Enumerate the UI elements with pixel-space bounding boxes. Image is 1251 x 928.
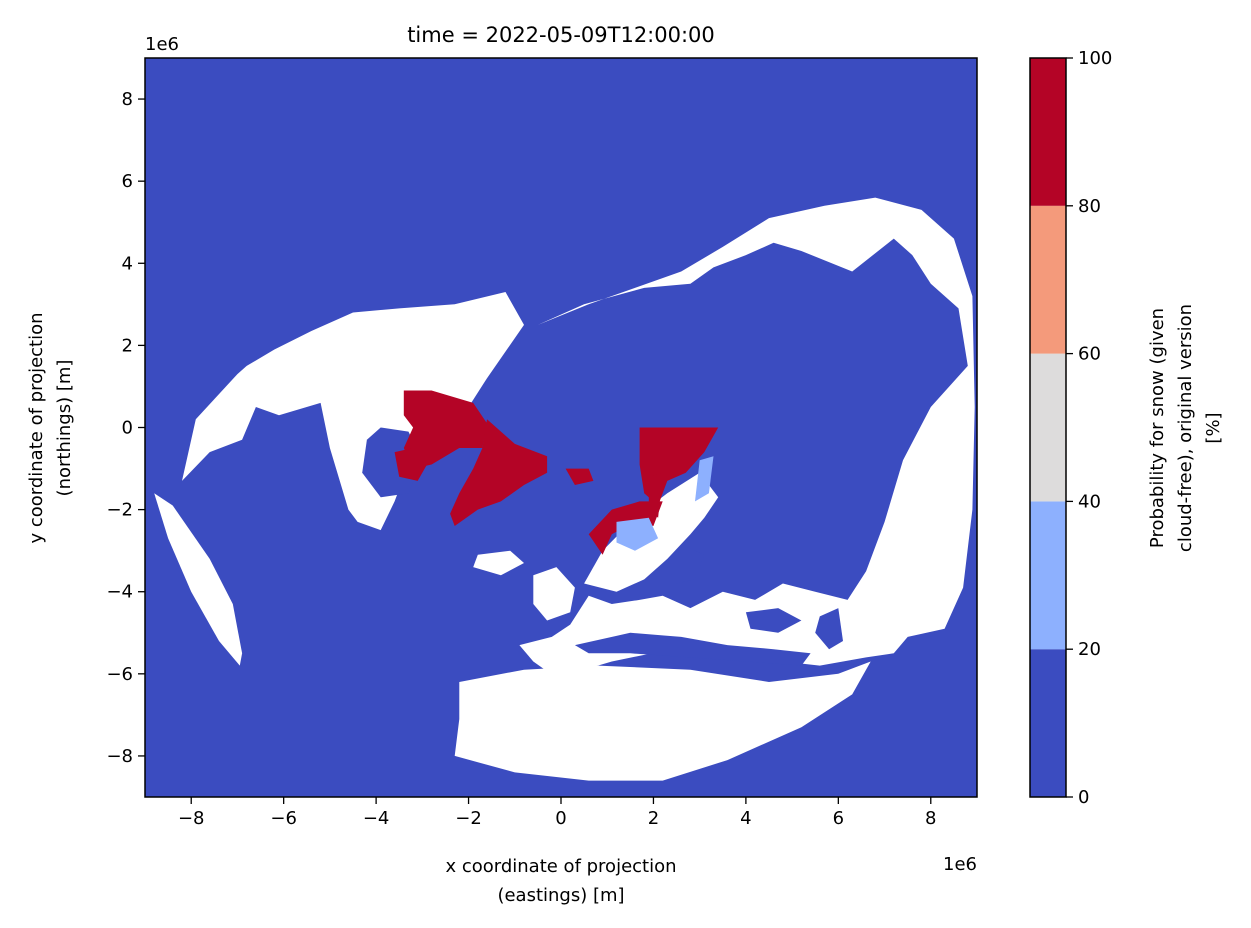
region-north-america	[182, 292, 524, 531]
y-offset-text: 1e6	[145, 34, 179, 55]
x-tick-label: −8	[178, 808, 205, 829]
region-black-sea	[745, 608, 802, 633]
colorbar-label-line2: cloud-free), original version	[1175, 304, 1196, 552]
region-northern-scandinavia	[588, 501, 663, 555]
y-axis-label-line2: (northings) [m]	[54, 360, 75, 497]
region-british-isles	[533, 567, 575, 621]
x-tick-label: −6	[270, 808, 297, 829]
colorbar-bin	[1030, 353, 1066, 502]
region-caspian-sea	[815, 608, 843, 650]
x-tick-label: 8	[925, 808, 936, 829]
region-eurasia	[519, 197, 975, 678]
region-kola-patches	[616, 517, 659, 551]
plot-area	[145, 58, 977, 797]
x-tick-label: −4	[363, 808, 390, 829]
x-offset-text: 1e6	[943, 854, 977, 875]
y-tick-label: −4	[106, 582, 133, 603]
y-tick-label: −2	[106, 500, 133, 521]
colorbar-tick-label: 0	[1078, 787, 1089, 808]
colorbar	[1030, 58, 1066, 797]
region-baffin-island	[394, 448, 427, 481]
x-tick-label: 2	[648, 808, 659, 829]
x-tick-label: 6	[833, 808, 844, 829]
colorbar-bin	[1030, 649, 1066, 797]
colorbar-bin	[1030, 205, 1066, 354]
colorbar-bin	[1030, 501, 1066, 650]
colorbar-label-line1: Probability for snow (given	[1147, 308, 1168, 548]
chart-title: time = 2022-05-09T12:00:00	[407, 23, 715, 47]
region-canadian-arctic-islands	[403, 390, 487, 469]
x-axis-label-line1: x coordinate of projection	[445, 856, 676, 877]
y-axis-ticks: −8 −6 −4 −2 0 2 4 6 8	[106, 89, 145, 767]
region-greenland	[450, 419, 548, 526]
region-iceland	[473, 550, 524, 576]
y-tick-label: −8	[106, 746, 133, 767]
region-alaska-peninsula	[154, 493, 243, 666]
region-novaya-zemlya	[648, 472, 663, 518]
region-africa	[454, 661, 871, 781]
colorbar-bin	[1030, 58, 1066, 206]
x-axis-ticks: −8 −6 −4 −2 0 2 4 6 8	[178, 797, 937, 829]
colorbar-tick-label: 60	[1078, 344, 1101, 365]
region-siberian-fringe	[695, 456, 714, 502]
y-tick-label: 8	[122, 89, 133, 110]
colorbar-frame	[1029, 57, 1067, 798]
region-baltic-sea	[667, 546, 705, 584]
y-tick-label: 6	[122, 171, 133, 192]
colorbar-label-line3: [%]	[1203, 412, 1224, 443]
y-tick-label: −6	[106, 664, 133, 685]
region-mediterranean-sea	[574, 632, 811, 666]
x-tick-label: 0	[555, 808, 566, 829]
colorbar-ticks: 0 20 40 60 80 100	[1066, 48, 1112, 808]
y-tick-label: 4	[122, 253, 133, 274]
y-tick-label: 0	[122, 418, 133, 439]
colorbar-tick-label: 80	[1078, 196, 1101, 217]
x-axis-label-line2: (eastings) [m]	[497, 885, 624, 906]
x-tick-label: 4	[740, 808, 751, 829]
colorbar-tick-label: 40	[1078, 491, 1101, 512]
colorbar-tick-label: 20	[1078, 639, 1101, 660]
region-svalbard	[565, 468, 594, 485]
y-axis-label-line1: y coordinate of projection	[26, 312, 47, 543]
colorbar-tick-label: 100	[1078, 48, 1112, 69]
y-tick-label: 2	[122, 335, 133, 356]
x-tick-label: −2	[455, 808, 482, 829]
